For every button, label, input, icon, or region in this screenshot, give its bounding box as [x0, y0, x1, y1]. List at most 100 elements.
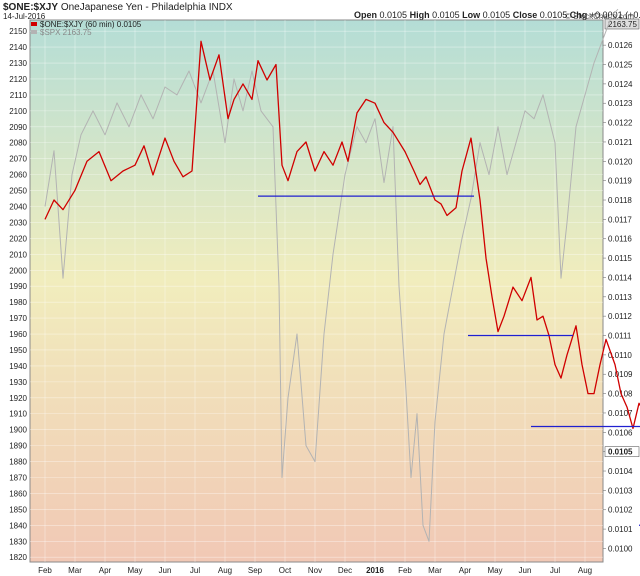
left-tick-label: 1830 — [9, 537, 27, 546]
low-value: 0.0105 — [482, 10, 511, 20]
right-tick-label: 0.0122 — [608, 119, 633, 128]
left-tick-label: 1900 — [9, 426, 27, 435]
x-tick-label: 2016 — [366, 566, 384, 575]
right-tick-label: 0.0118 — [608, 196, 632, 205]
x-tick-label: May — [487, 566, 502, 575]
left-tick-label: 2150 — [9, 27, 27, 36]
right-tick-label: 0.0126 — [608, 41, 633, 50]
plot-area — [29, 19, 604, 563]
spx-series-line — [44, 8, 619, 542]
high-value: 0.0105 — [432, 10, 460, 20]
right-tick-label: 0.0117 — [608, 215, 632, 224]
chart-date: 14-Jul-2016 — [3, 12, 46, 21]
x-tick-label: Feb — [38, 566, 52, 575]
open-label: Open — [354, 10, 378, 20]
right-tick-label: 0.0123 — [608, 99, 633, 108]
yen-series-line — [44, 40, 640, 430]
close-value: 0.0105 — [539, 10, 568, 20]
right-tick-label: 0.0124 — [608, 80, 633, 89]
x-tick-label: Apr — [459, 566, 472, 575]
right-tick-label: 0.0112 — [608, 312, 632, 321]
right-tick-label: 0.0101 — [608, 525, 633, 534]
left-tick-label: 2030 — [9, 218, 27, 227]
left-tick-label: 1880 — [9, 458, 27, 467]
x-tick-label: Feb — [398, 566, 412, 575]
left-tick-label: 1980 — [9, 298, 27, 307]
x-tick-label: Jul — [190, 566, 200, 575]
left-tick-label: 2140 — [9, 43, 27, 52]
left-tick-label: 2130 — [9, 59, 27, 68]
high-label: High — [409, 10, 430, 20]
left-tick-label: 2050 — [9, 187, 27, 196]
x-tick-label: Sep — [248, 566, 263, 575]
left-tick-label: 1960 — [9, 330, 27, 339]
x-tick-label: Aug — [218, 566, 232, 575]
right-tick-label: 0.0110 — [608, 351, 632, 360]
left-tick-label: 2010 — [9, 250, 27, 259]
left-tick-label: 2060 — [9, 171, 27, 180]
symbol: $ONE:$XJY — [3, 2, 59, 13]
left-tick-label: 2020 — [9, 234, 27, 243]
chg-label: Chg — [569, 10, 588, 20]
x-tick-label: May — [127, 566, 142, 575]
ohlc-readout: Open 0.0105 High 0.0105 Low 0.0105 Close… — [354, 10, 640, 20]
description: OneJapanese Yen - Philadelphia INDX — [60, 2, 233, 13]
last-value-tag — [604, 446, 640, 457]
left-tick-label: 2070 — [9, 155, 27, 164]
left-axis: 1820 1830 1840 1850 1860 1870 1880 1890 1900 1910… — [9, 27, 27, 562]
left-tick-label: 1820 — [9, 553, 27, 562]
left-tick-label: 2080 — [9, 139, 27, 148]
x-tick-label: Nov — [308, 566, 322, 575]
left-tick-label: 1940 — [9, 362, 27, 371]
last-value-label: 0.0105 — [608, 448, 633, 457]
x-tick-label: Mar — [68, 566, 82, 575]
left-tick-label: 1850 — [9, 505, 27, 514]
series-layer — [44, 8, 640, 542]
right-axis: 0.0100 0.0101 0.0102 0.0103 0.0104 0.0105 0.01… — [603, 18, 640, 553]
x-tick-label: Jul — [550, 566, 560, 575]
right-tick-label: 0.0102 — [608, 506, 633, 515]
left-tick-label: 1910 — [9, 410, 27, 419]
left-tick-label: 2000 — [9, 266, 27, 275]
left-tick-label: 1990 — [9, 282, 27, 291]
right-tick-label: 0.0114 — [608, 273, 632, 282]
right-tick-label: 0.0100 — [608, 544, 633, 553]
right-tick-label: 0.0107 — [608, 409, 633, 418]
chg-value: +0.0001 (+0.88%) — [589, 10, 640, 20]
left-tick-label: 1950 — [9, 346, 27, 355]
x-tick-label: Jun — [159, 566, 172, 575]
left-tick-label: 2120 — [9, 75, 27, 84]
chart-title: $ONE:$XJY OneJapanese Yen - Philadelphia… — [3, 2, 233, 13]
left-tick-label: 1870 — [9, 474, 27, 483]
left-tick-label: 2100 — [9, 107, 27, 116]
legend: $ONE:$XJY (60 min) 0.0105 $SPX 2163.75 — [31, 20, 142, 37]
spx-last-label: 2163.75 — [608, 20, 637, 29]
left-tick-label: 2110 — [10, 91, 28, 100]
x-tick-label: Apr — [99, 566, 112, 575]
x-tick-label: Jun — [519, 566, 532, 575]
spx-last-tag — [604, 18, 640, 30]
right-tick-label: 0.0106 — [608, 428, 633, 437]
right-tick-label: 0.0116 — [608, 235, 632, 244]
left-tick-label: 1890 — [9, 442, 27, 451]
close-label: Close — [512, 10, 538, 20]
right-tick-label: 0.0119 — [608, 177, 632, 186]
legend-swatch-spx — [31, 30, 37, 34]
x-tick-label: Dec — [338, 566, 352, 575]
right-tick-label: 0.0103 — [608, 486, 633, 495]
left-tick-label: 1970 — [9, 314, 27, 323]
left-tick-label: 1930 — [9, 378, 27, 387]
left-tick-label: 1840 — [9, 521, 27, 530]
legend-label-yen: $ONE:$XJY (60 min) 0.0105 — [40, 20, 142, 29]
x-tick-label: Oct — [279, 566, 292, 575]
right-tick-label: 0.0109 — [608, 370, 633, 379]
right-tick-label: 0.0125 — [608, 61, 633, 70]
left-tick-label: 1860 — [9, 489, 27, 498]
right-tick-label: 0.0113 — [608, 293, 632, 302]
annotation-layer — [258, 195, 640, 526]
right-tick-label: 0.0104 — [608, 467, 633, 476]
left-tick-label: 1920 — [9, 394, 27, 403]
left-tick-label: 2040 — [9, 203, 27, 212]
x-tick-label: Aug — [578, 566, 592, 575]
